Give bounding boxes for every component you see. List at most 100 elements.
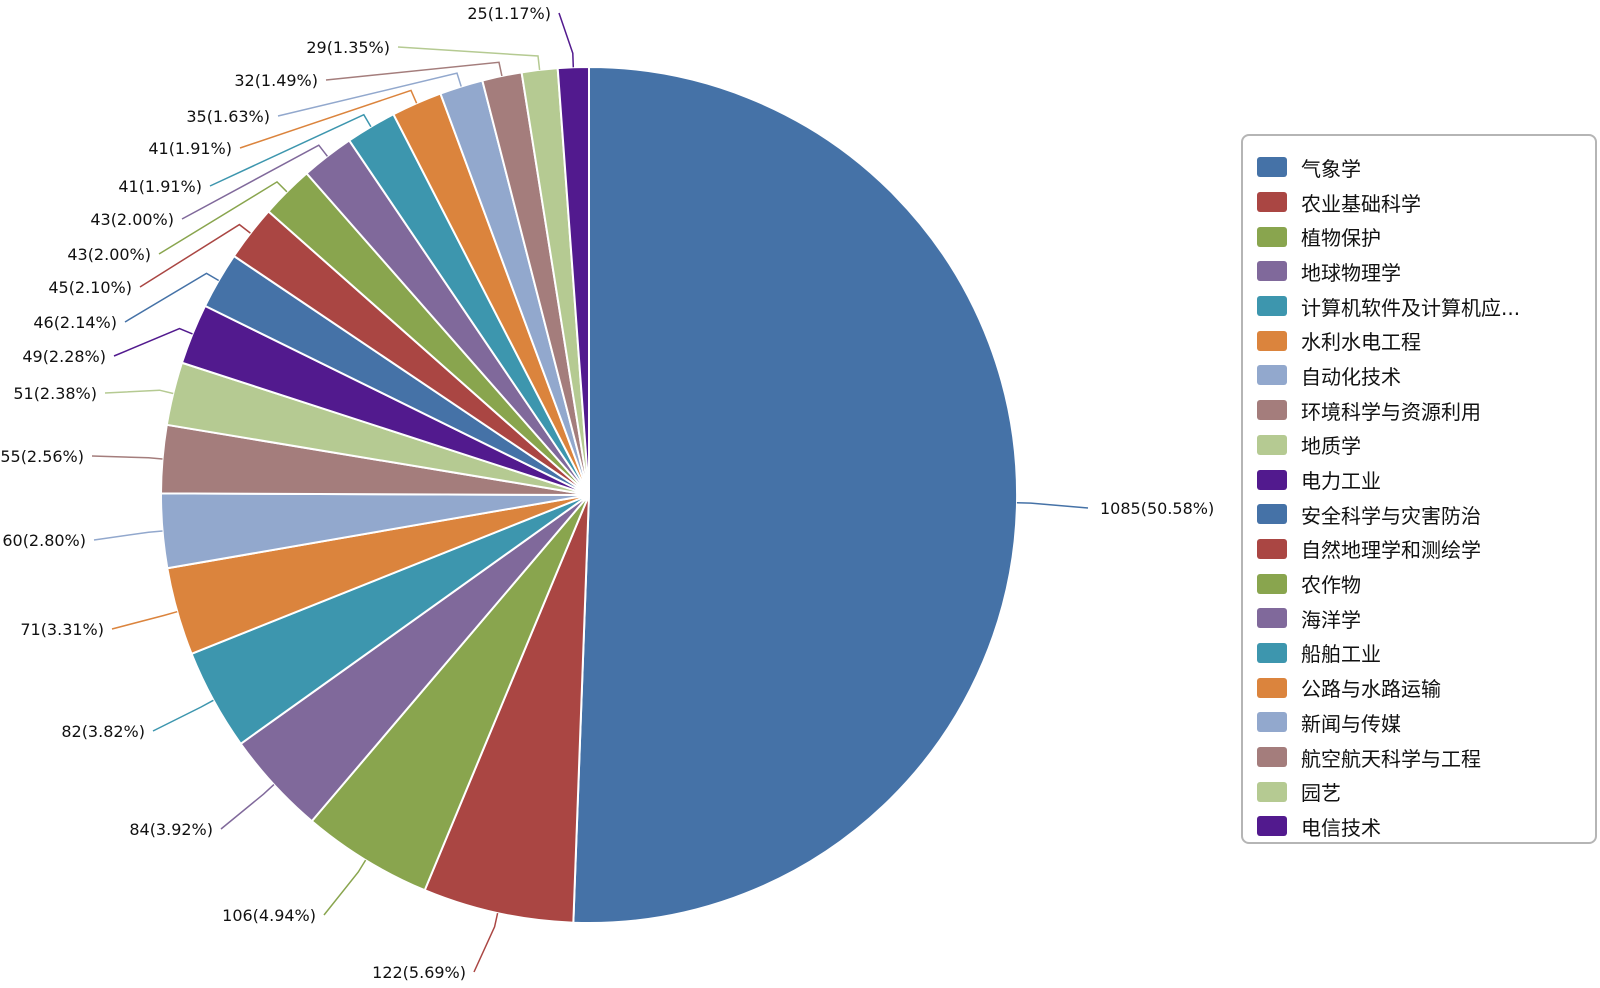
- data-label: 71(3.31%): [20, 620, 104, 639]
- legend-swatch: [1257, 747, 1287, 768]
- label-connector: [397, 46, 541, 70]
- data-label: 55(2.56%): [0, 447, 84, 466]
- legend-swatch: [1257, 642, 1287, 663]
- data-label: 82(3.82%): [61, 722, 145, 741]
- data-label: 84(3.92%): [129, 820, 213, 839]
- data-label: 41(1.91%): [118, 177, 202, 196]
- data-label: 122(5.69%): [372, 963, 466, 982]
- label-connector: [558, 12, 575, 68]
- legend-item[interactable]: 海洋学: [1257, 601, 1581, 636]
- data-label: 32(1.49%): [234, 71, 318, 90]
- legend-item[interactable]: 地质学: [1257, 428, 1581, 463]
- legend-swatch: [1257, 157, 1287, 178]
- legend-label: 地球物理学: [1301, 260, 1401, 285]
- label-connector: [473, 912, 499, 973]
- legend-label: 船舶工业: [1301, 642, 1381, 667]
- data-label: 60(2.80%): [2, 531, 86, 550]
- legend-label: 自然地理学和测绘学: [1301, 538, 1481, 563]
- legend-item[interactable]: 自动化技术: [1257, 358, 1581, 393]
- legend-item[interactable]: 农作物: [1257, 566, 1581, 601]
- legend-swatch: [1257, 712, 1287, 733]
- legend-label: 公路与水路运输: [1301, 677, 1441, 702]
- data-label: 43(2.00%): [67, 245, 151, 264]
- legend-swatch: [1257, 677, 1287, 698]
- legend-label: 电力工业: [1301, 469, 1381, 494]
- label-connector: [239, 89, 418, 149]
- legend-swatch: [1257, 538, 1287, 559]
- legend-label: 园艺: [1301, 781, 1341, 806]
- legend-label: 农作物: [1301, 573, 1361, 598]
- legend-label: 新闻与传媒: [1301, 711, 1401, 736]
- data-label: 51(2.38%): [13, 384, 97, 403]
- legend-swatch: [1257, 573, 1287, 594]
- legend-swatch: [1257, 781, 1287, 802]
- label-connector: [93, 530, 163, 541]
- data-label: 106(4.94%): [222, 906, 316, 925]
- legend-item[interactable]: 公路与水路运输: [1257, 670, 1581, 705]
- data-label: 35(1.63%): [186, 107, 270, 126]
- legend-swatch: [1257, 296, 1287, 317]
- pie-slice[interactable]: [423, 494, 590, 924]
- legend-label: 农业基础科学: [1301, 191, 1421, 216]
- label-connector: [158, 180, 288, 255]
- legend-item[interactable]: 安全科学与灾害防治: [1257, 497, 1581, 532]
- legend-item[interactable]: 农业基础科学: [1257, 185, 1581, 220]
- label-connector: [104, 389, 174, 395]
- label-connector: [152, 699, 214, 732]
- legend-item[interactable]: 植物保护: [1257, 219, 1581, 254]
- legend-item[interactable]: 新闻与传媒: [1257, 705, 1581, 740]
- label-connector: [209, 113, 372, 187]
- legend-swatch: [1257, 469, 1287, 490]
- data-label: 25(1.17%): [467, 4, 551, 23]
- legend-swatch: [1257, 400, 1287, 421]
- data-label: 43(2.00%): [90, 210, 174, 229]
- legend-item[interactable]: 计算机软件及计算机应...: [1257, 289, 1581, 324]
- label-connector: [323, 859, 367, 916]
- legend-label: 航空航天科学与工程: [1301, 746, 1481, 771]
- label-connector: [325, 61, 503, 81]
- legend-label: 电信技术: [1301, 815, 1381, 840]
- legend-item[interactable]: 电力工业: [1257, 462, 1581, 497]
- legend-swatch: [1257, 192, 1287, 213]
- legend-label: 水利水电工程: [1301, 330, 1421, 355]
- legend-item[interactable]: 气象学: [1257, 150, 1581, 185]
- legend-label: 计算机软件及计算机应...: [1301, 295, 1521, 320]
- label-connector: [277, 72, 462, 117]
- legend-label: 自动化技术: [1301, 364, 1401, 389]
- legend-label: 环境科学与资源利用: [1301, 399, 1481, 424]
- label-connector: [91, 455, 163, 460]
- data-label: 46(2.14%): [33, 313, 117, 332]
- legend-item[interactable]: 自然地理学和测绘学: [1257, 532, 1581, 567]
- label-connector: [111, 610, 178, 630]
- label-connector: [139, 223, 251, 288]
- legend-item[interactable]: 船舶工业: [1257, 636, 1581, 671]
- label-connector: [220, 784, 275, 830]
- legend-item[interactable]: 环境科学与资源利用: [1257, 393, 1581, 428]
- data-label: 29(1.35%): [306, 38, 390, 57]
- legend: 气象学农业基础科学植物保护地球物理学计算机软件及计算机应... 水利水电工程 自动化…: [1241, 134, 1597, 844]
- legend-swatch: [1257, 504, 1287, 525]
- label-connector: [1016, 502, 1089, 509]
- legend-swatch: [1257, 261, 1287, 282]
- legend-item[interactable]: 园艺: [1257, 774, 1581, 809]
- legend-item[interactable]: 水利水电工程: [1257, 323, 1581, 358]
- legend-label: 安全科学与灾害防治: [1301, 503, 1481, 528]
- data-label: 41(1.91%): [148, 139, 232, 158]
- legend-swatch: [1257, 226, 1287, 247]
- label-connector: [124, 272, 220, 323]
- legend-item[interactable]: 地球物理学: [1257, 254, 1581, 289]
- pie-slice[interactable]: [572, 66, 1019, 924]
- legend-label: 气象学: [1301, 156, 1361, 181]
- legend-item[interactable]: 航空航天科学与工程: [1257, 740, 1581, 775]
- label-connector: [181, 144, 328, 220]
- legend-label: 海洋学: [1301, 607, 1361, 632]
- legend-swatch: [1257, 365, 1287, 386]
- legend-swatch: [1257, 608, 1287, 629]
- legend-swatch: [1257, 434, 1287, 455]
- data-label: 45(2.10%): [48, 278, 132, 297]
- legend-item[interactable]: 电信技术: [1257, 809, 1581, 844]
- legend-label: 地质学: [1301, 434, 1361, 459]
- label-connector: [113, 327, 193, 357]
